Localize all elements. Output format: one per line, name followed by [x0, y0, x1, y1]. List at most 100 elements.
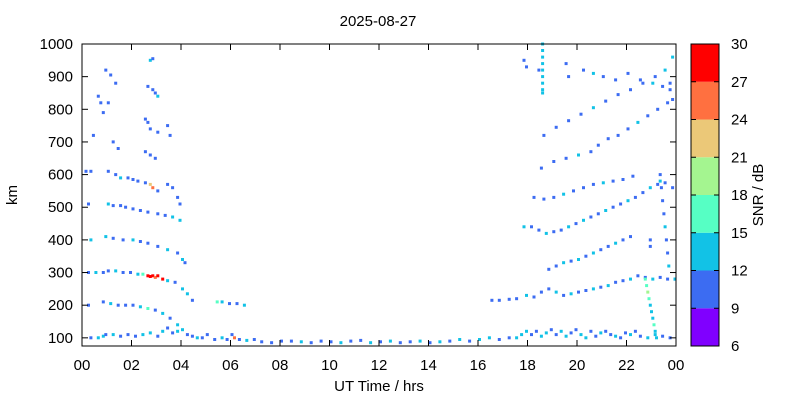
- data-point: [661, 199, 665, 203]
- data-point: [537, 68, 541, 72]
- data-point: [599, 285, 603, 289]
- data-point: [252, 338, 256, 341]
- data-point: [648, 303, 652, 307]
- data-point: [156, 130, 160, 134]
- data-point: [106, 269, 110, 273]
- data-point: [544, 331, 548, 335]
- data-point: [541, 68, 545, 72]
- data-point: [671, 186, 675, 190]
- data-point: [183, 261, 187, 265]
- y-axis: 100 200 300 400 500 600 700 800 900 1000: [40, 36, 676, 347]
- colorbar-label: SNR / dB: [750, 164, 767, 227]
- data-point: [190, 334, 194, 338]
- data-point: [143, 150, 147, 154]
- data-point: [109, 302, 113, 306]
- data-point: [319, 339, 323, 343]
- data-point: [542, 197, 546, 201]
- data-point: [621, 279, 625, 283]
- data-point: [101, 300, 105, 304]
- data-point: [134, 334, 137, 338]
- data-point: [111, 333, 115, 337]
- data-point: [161, 329, 165, 333]
- data-point: [176, 323, 180, 327]
- data-point: [121, 271, 125, 274]
- data-point: [552, 195, 556, 199]
- data-point: [195, 336, 199, 340]
- data-point: [91, 133, 95, 137]
- data-point: [631, 174, 635, 178]
- data-point: [146, 274, 150, 278]
- data-point: [626, 71, 630, 75]
- data-point: [614, 78, 618, 82]
- data-point: [428, 341, 432, 345]
- data-point: [309, 341, 313, 345]
- data-point: [594, 334, 598, 338]
- data-point: [629, 277, 632, 281]
- data-point: [569, 259, 573, 263]
- data-point: [652, 323, 656, 327]
- data-point: [659, 186, 663, 190]
- data-point: [181, 328, 184, 332]
- colorbar-tick-label: 6: [731, 338, 739, 355]
- data-point: [537, 228, 541, 232]
- data-point: [418, 339, 422, 343]
- data-point: [178, 218, 182, 222]
- data-point: [589, 215, 593, 219]
- data-point: [614, 241, 618, 245]
- data-point: [653, 329, 657, 333]
- x-tick-label: 10: [321, 357, 338, 374]
- data-point: [114, 173, 118, 177]
- colorbar-segment: [691, 195, 719, 233]
- data-point: [190, 298, 194, 302]
- data-point: [468, 339, 472, 343]
- data-point: [280, 339, 283, 343]
- data-point: [507, 297, 511, 301]
- data-point: [151, 186, 155, 190]
- data-point: [554, 264, 558, 268]
- data-point: [532, 195, 536, 199]
- data-point: [614, 280, 618, 284]
- data-point: [84, 169, 88, 173]
- data-point: [567, 119, 571, 123]
- data-point: [166, 124, 170, 128]
- data-point: [562, 261, 566, 265]
- data-point: [658, 173, 662, 177]
- data-point: [146, 210, 150, 214]
- data-point: [663, 68, 667, 72]
- data-point: [114, 81, 118, 85]
- data-point: [671, 98, 675, 101]
- x-tick-label: 00: [668, 357, 685, 374]
- data-point: [539, 334, 543, 338]
- data-point: [153, 91, 157, 95]
- data-point: [109, 73, 113, 77]
- data-point: [562, 192, 566, 196]
- data-point: [541, 55, 545, 59]
- x-tick-label: 00: [74, 357, 91, 374]
- data-point: [609, 333, 613, 337]
- data-point: [547, 267, 551, 271]
- data-point: [101, 334, 105, 338]
- data-point: [541, 62, 545, 66]
- data-point: [438, 340, 442, 344]
- data-point: [541, 88, 545, 92]
- x-tick-label: 22: [618, 357, 635, 374]
- data-point: [146, 241, 150, 245]
- data-point: [507, 336, 511, 340]
- data-point: [616, 93, 620, 97]
- data-point: [87, 202, 90, 206]
- data-point: [138, 305, 142, 309]
- data-point: [178, 202, 182, 206]
- data-point: [591, 251, 595, 255]
- data-point: [629, 235, 632, 239]
- data-point: [168, 316, 172, 320]
- data-point: [611, 179, 615, 183]
- y-tick-label: 1000: [40, 36, 73, 53]
- data-point: [260, 340, 264, 344]
- data-point: [626, 127, 630, 131]
- data-point: [339, 341, 343, 345]
- data-point: [584, 254, 588, 258]
- data-point: [156, 212, 160, 216]
- data-point: [616, 133, 620, 137]
- data-point: [171, 186, 175, 190]
- data-point: [289, 339, 293, 343]
